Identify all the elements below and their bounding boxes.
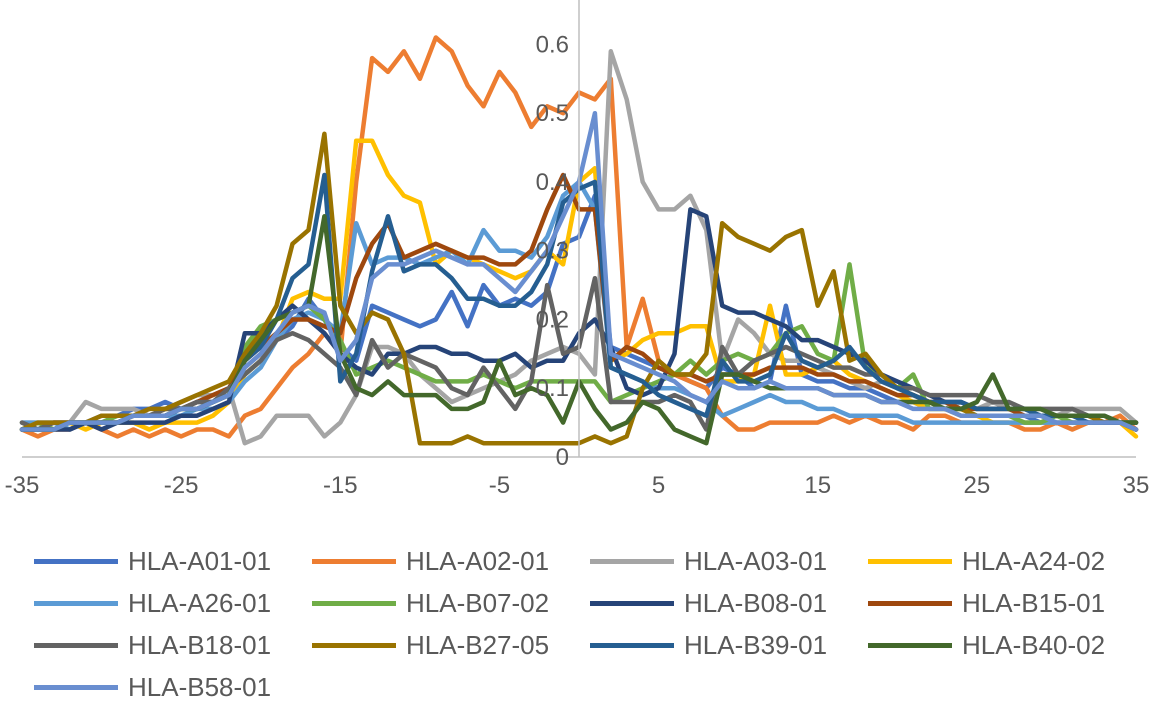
legend-swatch [868,558,952,564]
x-tick-label: -25 [164,472,199,499]
x-tick-label: 15 [804,472,831,499]
x-tick-label: 25 [964,472,991,499]
legend-item: HLA-B18-01 [34,624,312,666]
legend-label: HLA-B07-02 [406,587,550,618]
legend-item: HLA-B58-01 [34,666,312,708]
y-axis-tick-labels: 0 0.1 0.2 0.3 0.4 0.5 0.6 [536,31,569,471]
legend-item: HLA-A02-01 [312,540,590,582]
legend-swatch [868,642,952,648]
legend-item: HLA-A03-01 [590,540,868,582]
legend-swatch [34,558,118,564]
legend-swatch [34,600,118,606]
legend-label: HLA-A26-01 [128,587,272,618]
legend-label: HLA-B58-01 [128,671,272,702]
legend: HLA-A01-01 HLA-A02-01 HLA-A03-01 HLA-A24-02… [34,540,1146,702]
legend-swatch [312,558,396,564]
legend-item: HLA-A01-01 [34,540,312,582]
legend-item: HLA-A26-01 [34,582,312,624]
legend-label: HLA-B08-01 [684,587,828,618]
legend-label: HLA-A02-01 [406,545,550,576]
legend-swatch [34,684,118,690]
legend-item: HLA-B07-02 [312,582,590,624]
legend-label: HLA-B40-02 [962,629,1106,660]
x-tick-label: -5 [489,472,510,499]
y-tick-label: 0.4 [536,169,569,196]
x-tick-label: 5 [652,472,665,499]
legend-item: HLA-B08-01 [590,582,868,624]
y-tick-label: 0.3 [536,238,569,265]
line-chart: 0 0.1 0.2 0.3 0.4 0.5 0.6 -35 -25 -15 -5 5 15 25 35 [5,0,1150,499]
legend-swatch [34,642,118,648]
legend-label: HLA-A03-01 [684,545,828,576]
legend-label: HLA-A24-02 [962,545,1106,576]
legend-item: HLA-B27-05 [312,624,590,666]
y-tick-label: 0.6 [536,31,569,58]
legend-item: HLA-A24-02 [868,540,1146,582]
x-tick-label: 35 [1123,472,1150,499]
legend-swatch [590,642,674,648]
legend-label: HLA-B18-01 [128,629,272,660]
legend-swatch [312,600,396,606]
legend-label: HLA-B39-01 [684,629,828,660]
legend-swatch [590,558,674,564]
legend-label: HLA-B15-01 [962,587,1106,618]
legend-item: HLA-B40-02 [868,624,1146,666]
y-tick-label: 0.1 [536,375,569,402]
legend-swatch [868,600,952,606]
legend-swatch [312,642,396,648]
legend-label: HLA-A01-01 [128,545,272,576]
y-tick-label: 0.2 [536,306,569,333]
x-tick-label: -15 [323,472,358,499]
x-axis-tick-labels: -35 -25 -15 -5 5 15 25 35 [5,472,1150,499]
legend-item: HLA-B39-01 [590,624,868,666]
legend-item: HLA-B15-01 [868,582,1146,624]
x-tick-label: -35 [5,472,40,499]
y-tick-label: 0.5 [536,100,569,127]
y-tick-label: 0 [556,444,569,471]
legend-label: HLA-B27-05 [406,629,550,660]
legend-swatch [590,600,674,606]
